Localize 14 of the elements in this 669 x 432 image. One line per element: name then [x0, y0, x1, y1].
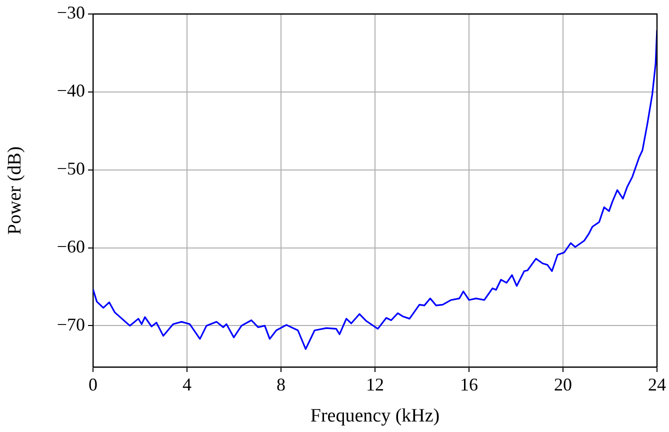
x-tick-label: 24	[648, 374, 666, 395]
x-tick-label: 8	[276, 374, 286, 395]
x-tick-label: 12	[366, 374, 384, 395]
x-tick-label: 0	[88, 374, 98, 395]
x-axis-title: Frequency (kHz)	[310, 406, 440, 427]
y-tick-label: −50	[56, 158, 85, 179]
y-axis-title: Power (dB)	[4, 146, 26, 235]
x-tick-label: 4	[182, 374, 192, 395]
x-tick-label: 20	[554, 374, 572, 395]
y-tick-label: −30	[56, 2, 85, 23]
y-tick-label: −70	[56, 314, 85, 334]
y-tick-label: −40	[56, 80, 85, 101]
y-tick-label: −60	[56, 236, 85, 257]
x-tick-label: 16	[460, 374, 478, 395]
